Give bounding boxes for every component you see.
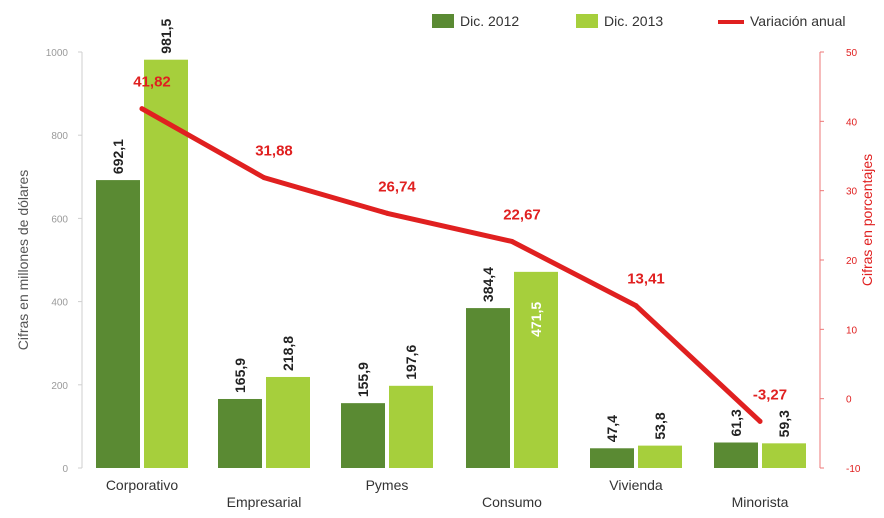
y-left-tick-label: 200 xyxy=(51,381,68,392)
line-point xyxy=(633,303,639,309)
bar-value-label: 218,8 xyxy=(280,336,296,371)
line-value-label: 41,82 xyxy=(133,74,171,91)
y-axis-left-title: Cifras en millones de dólares xyxy=(15,170,31,351)
x-tick-label: Vivienda xyxy=(609,477,663,493)
bar-value-label: 981,5 xyxy=(158,18,174,53)
bar xyxy=(762,443,806,468)
bar xyxy=(714,442,758,468)
bar-value-label: 61,3 xyxy=(728,409,744,436)
line-point xyxy=(261,175,267,181)
legend-label: Variación anual xyxy=(750,13,845,29)
x-tick-label: Minorista xyxy=(732,494,789,510)
x-tick-label: Pymes xyxy=(366,477,409,493)
legend-label: Dic. 2012 xyxy=(460,13,519,29)
y-left-tick-label: 800 xyxy=(51,131,68,142)
bar xyxy=(218,398,262,468)
y-right-tick-label: 0 xyxy=(846,395,852,406)
bar xyxy=(466,308,510,468)
bar xyxy=(341,403,385,468)
bar-value-label: 165,9 xyxy=(232,358,248,393)
y-right-tick-label: 50 xyxy=(846,48,858,59)
bar xyxy=(514,271,558,468)
x-tick-label: Empresarial xyxy=(227,494,302,510)
bar xyxy=(266,376,310,468)
bar xyxy=(590,448,634,468)
y-right-tick-label: 10 xyxy=(846,325,858,336)
line-group xyxy=(139,106,763,424)
bar xyxy=(389,385,433,468)
bar xyxy=(96,180,140,468)
bar-value-label: 197,6 xyxy=(403,345,419,380)
line-point xyxy=(139,106,145,112)
bar-value-label: 59,3 xyxy=(776,410,792,437)
y-right-tick-label: -10 xyxy=(846,464,861,475)
line-value-label: 31,88 xyxy=(255,143,293,160)
line-point xyxy=(384,210,390,216)
legend-label: Dic. 2013 xyxy=(604,13,663,29)
bar-value-label: 471,5 xyxy=(528,302,544,337)
y-left-tick-label: 1000 xyxy=(46,48,69,59)
bar xyxy=(638,445,682,468)
bar-value-label: 692,1 xyxy=(110,139,126,174)
line-point xyxy=(509,238,515,244)
line-value-label: 26,74 xyxy=(378,178,416,195)
bar-value-label: 53,8 xyxy=(652,412,668,439)
line-value-label: 22,67 xyxy=(503,206,541,223)
bar-value-label: 47,4 xyxy=(604,415,620,442)
bars-group xyxy=(96,59,806,469)
line-value-label: -3,27 xyxy=(753,386,787,403)
x-tick-label: Corporativo xyxy=(106,477,179,493)
legend-swatch xyxy=(432,14,454,28)
y-axis-right-title: Cifras en porcentajes xyxy=(859,154,875,286)
y-left-tick-label: 0 xyxy=(62,464,68,475)
y-right-tick-label: 30 xyxy=(846,187,858,198)
bar-value-label: 384,4 xyxy=(480,267,496,302)
line-point xyxy=(757,418,763,424)
labels-group: 692,1 981,5 Corporativo 165,9 218,8 Empresari… xyxy=(106,18,792,510)
x-tick-label: Consumo xyxy=(482,494,542,510)
y-left-tick-label: 400 xyxy=(51,298,68,309)
line-value-label: 13,41 xyxy=(627,271,665,288)
bar-value-label: 155,9 xyxy=(355,362,371,397)
legend-group: Dic. 2012 Dic. 2013 Variación anual xyxy=(432,13,845,29)
axes-group: 0 200 400 600 800 1000 -10 0 10 20 30 40 50 Cifras en… xyxy=(15,48,875,475)
legend-line-swatch xyxy=(718,20,744,24)
line-series-variacion xyxy=(139,106,763,424)
y-right-tick-label: 20 xyxy=(846,256,858,267)
legend-swatch xyxy=(576,14,598,28)
y-right-tick-label: 40 xyxy=(846,117,858,128)
y-left-tick-label: 600 xyxy=(51,214,68,225)
